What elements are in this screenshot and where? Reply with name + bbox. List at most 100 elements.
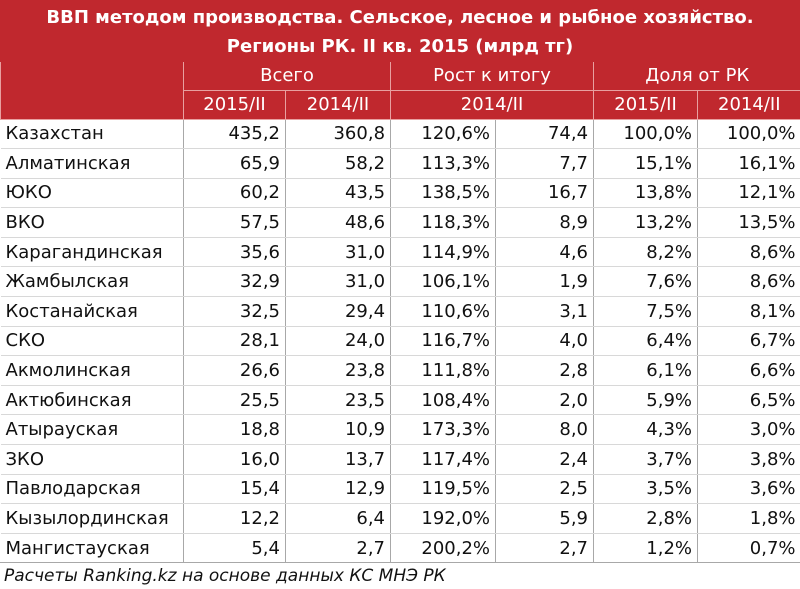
header-row: 2015/II 2014/II 2014/II 2015/II 2014/II: [1, 90, 800, 120]
data-row: Карагандинская 35,6 31,0 114,9% 4,6 8,2% 8,6%: [0, 237, 800, 268]
data-row: Алматинская 65,9 58,2 113,3% 7,7 15,1% 16,1%: [0, 148, 800, 179]
cell-value: 1,9: [495, 266, 594, 298]
cell-value: 138,5%: [390, 178, 496, 209]
cell-value: 13,2%: [593, 207, 698, 238]
cell-value: 23,5: [284, 385, 391, 416]
cell-value: 23,8: [284, 355, 391, 386]
cell-value: 28,1: [183, 326, 286, 357]
cell-value: 15,1%: [593, 148, 698, 179]
cell-value: 4,0: [495, 326, 594, 357]
cell-value: 48,6: [284, 207, 391, 238]
cell-value: 7,6%: [593, 266, 698, 298]
cell-value: 2,8: [495, 355, 594, 386]
data-row: Казахстан 435,2 360,8 120,6% 74,4 100,0% 100,0…: [0, 119, 800, 150]
cell-value: 200,2%: [390, 533, 496, 564]
cell-value: 43,5: [284, 178, 391, 209]
group-header: Рост к итогу: [390, 62, 594, 91]
region-name: ВКО: [0, 207, 184, 238]
title-line: ВВП методом производства. Сельское, лесн…: [46, 7, 754, 28]
cell-value: 119,5%: [390, 474, 496, 505]
period-header: 2014/II: [697, 90, 800, 120]
region-name: Костанайская: [0, 296, 184, 327]
cell-value: 65,9: [183, 148, 286, 179]
cell-value: 3,0%: [697, 414, 800, 446]
cell-value: 57,5: [183, 207, 286, 238]
period-header: 2015/II: [593, 90, 698, 120]
cell-value: 108,4%: [390, 385, 496, 416]
cell-value: 32,5: [183, 296, 286, 327]
cell-value: 26,6: [183, 355, 286, 386]
cell-value: 8,2%: [593, 237, 698, 268]
cell-value: 173,3%: [390, 414, 496, 446]
cell-value: 360,8: [284, 119, 391, 150]
cell-value: 60,2: [183, 178, 286, 209]
region-name: Мангистауская: [0, 533, 184, 564]
cell-value: 12,2: [183, 503, 286, 534]
cell-value: 111,8%: [390, 355, 496, 386]
region-name: Алматинская: [0, 148, 184, 179]
cell-value: 2,8%: [593, 503, 698, 534]
cell-value: 6,5%: [697, 385, 800, 416]
cell-value: 10,9: [284, 414, 391, 446]
cell-value: 35,6: [183, 237, 286, 268]
cell-value: 7,5%: [593, 296, 698, 327]
data-row: Кызылординская 12,2 6,4 192,0% 5,9 2,8% 1,8%: [0, 503, 800, 534]
cell-value: 13,7: [284, 444, 391, 475]
cell-value: 4,6: [495, 237, 594, 268]
cell-value: 2,5: [495, 474, 594, 505]
cell-value: 4,3%: [593, 414, 698, 446]
cell-value: 12,9: [284, 474, 391, 505]
cell-value: 18,8: [183, 414, 286, 446]
cell-value: 15,4: [183, 474, 286, 505]
cell-value: 29,4: [284, 296, 391, 327]
data-row: Акмолинская 26,6 23,8 111,8% 2,8 6,1% 6,6%: [0, 355, 800, 386]
data-row: Павлодарская 15,4 12,9 119,5% 2,5 3,5% 3,6%: [0, 474, 800, 505]
cell-value: 31,0: [284, 237, 391, 268]
cell-value: 113,3%: [390, 148, 496, 179]
cell-value: 3,6%: [697, 474, 800, 505]
region-name: Актюбинская: [0, 385, 184, 416]
cell-value: 120,6%: [390, 119, 496, 150]
region-name: СКО: [0, 326, 184, 357]
cell-value: 12,1%: [697, 178, 800, 209]
cell-value: 192,0%: [390, 503, 496, 534]
table: Всего Рост к итогу Доля от РК 2015/II 2014/I…: [0, 62, 800, 564]
cell-value: 8,6%: [697, 237, 800, 268]
cell-value: 435,2: [183, 119, 286, 150]
header-cell: [0, 62, 184, 120]
cell-value: 74,4: [495, 119, 594, 150]
cell-value: 3,1: [495, 296, 594, 327]
cell-value: 6,7%: [697, 326, 800, 357]
cell-value: 106,1%: [390, 266, 496, 298]
cell-value: 13,5%: [697, 207, 800, 238]
cell-value: 2,7: [284, 533, 391, 564]
region-name: Кызылординская: [0, 503, 184, 534]
data-row: ВКО 57,5 48,6 118,3% 8,9 13,2% 13,5%: [0, 207, 800, 238]
cell-value: 6,4: [284, 503, 391, 534]
header-row: Всего Рост к итогу Доля от РК: [0, 62, 800, 120]
data-row: Мангистауская 5,4 2,7 200,2% 2,7 1,2% 0,7%: [0, 533, 800, 564]
region-name: ЮКО: [0, 178, 184, 209]
table-body: Всего Рост к итогу Доля от РК 2015/II 2014/I…: [0, 62, 800, 564]
region-name: Карагандинская: [0, 237, 184, 268]
cell-value: 16,7: [495, 178, 594, 209]
cell-value: 110,6%: [390, 296, 496, 327]
cell-value: 117,4%: [390, 444, 496, 475]
region-name: Акмолинская: [0, 355, 184, 386]
title-line: Регионы РК. II кв. 2015 (млрд тг): [226, 36, 574, 57]
cell-value: 3,7%: [593, 444, 698, 475]
period-header: 2015/II: [183, 90, 286, 120]
data-row: Актюбинская 25,5 23,5 108,4% 2,0 5,9% 6,5%: [0, 385, 800, 416]
region-name: Павлодарская: [0, 474, 184, 505]
cell-value: 114,9%: [390, 237, 496, 268]
cell-value: 8,1%: [697, 296, 800, 327]
cell-value: 8,6%: [697, 266, 800, 298]
cell-value: 100,0%: [593, 119, 698, 150]
cell-value: 31,0: [284, 266, 391, 298]
data-row: Атырауская 18,8 10,9 173,3% 8,0 4,3% 3,0%: [0, 414, 800, 446]
data-row: Костанайская 32,5 29,4 110,6% 3,1 7,5% 8,1%: [0, 296, 800, 327]
cell-value: 100,0%: [697, 119, 800, 150]
